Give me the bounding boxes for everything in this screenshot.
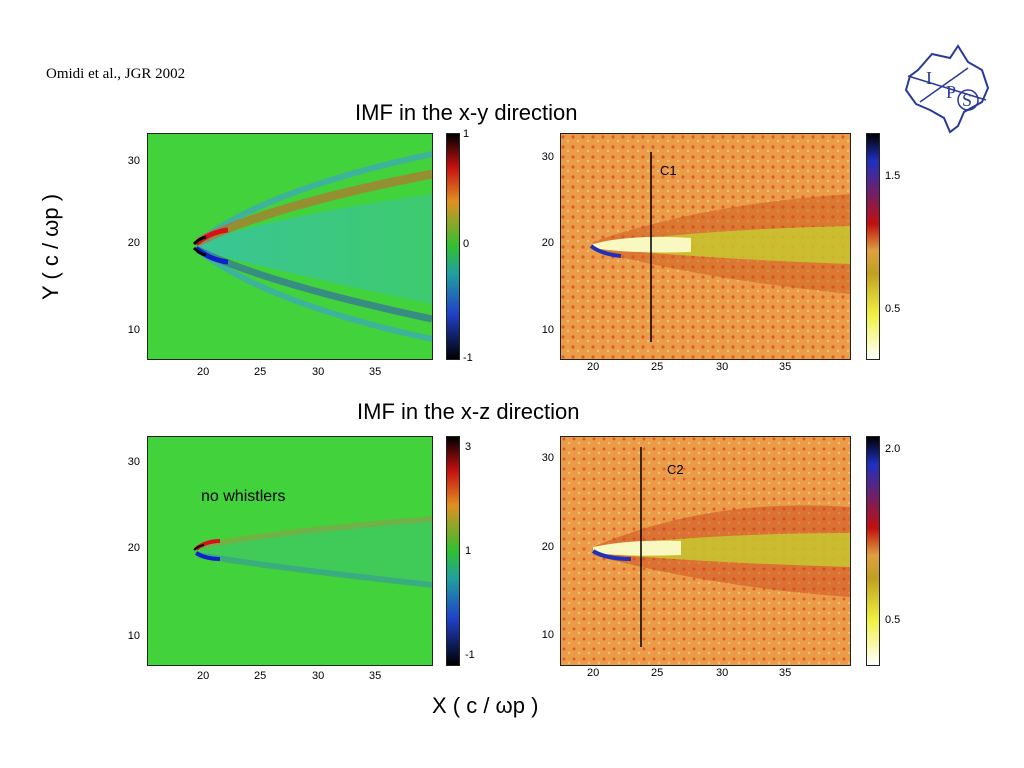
cut-label-c2: C2 <box>667 462 684 477</box>
ips-logo: I P S <box>904 44 990 134</box>
x-tick: 25 <box>254 366 267 378</box>
cbar-tick: 1.5 <box>885 170 901 182</box>
x-tick: 30 <box>312 670 325 682</box>
x-tick: 20 <box>587 361 600 373</box>
cbar-tick: 0.5 <box>885 303 901 315</box>
x-tick: 25 <box>651 361 664 373</box>
cbar-tick: 0 <box>463 238 470 250</box>
y-tick: 30 <box>541 452 554 464</box>
colorbar-density-xy <box>866 133 880 360</box>
cbar-tick: 1 <box>463 128 470 140</box>
y-axis-label: Y ( c / ωp ) <box>38 193 63 300</box>
plot-density-xy <box>560 133 851 360</box>
x-tick: 20 <box>197 670 210 682</box>
cbar-tick: -1 <box>465 649 475 661</box>
y-tick: 30 <box>127 155 140 167</box>
cbar-tick: 2.0 <box>885 443 901 455</box>
logo-letter-s: S <box>962 90 972 110</box>
y-tick: 10 <box>541 629 554 641</box>
y-tick: 10 <box>127 630 140 642</box>
citation: Omidi et al., JGR 2002 <box>46 66 186 82</box>
annotation-no-whistlers: no whistlers <box>201 488 286 505</box>
y-tick: 20 <box>541 237 554 249</box>
logo-letter-p: P <box>946 82 956 102</box>
y-tick: 10 <box>127 324 140 336</box>
x-tick: 25 <box>254 670 267 682</box>
y-tick: 30 <box>127 456 140 468</box>
cbar-tick: 1 <box>465 545 472 557</box>
row-title-xz: IMF in the x-z direction <box>357 399 580 424</box>
cbar-tick: 3 <box>465 441 472 453</box>
y-tick: 30 <box>541 151 554 163</box>
cbar-tick: 0.5 <box>885 614 901 626</box>
x-tick: 35 <box>779 361 792 373</box>
cbar-tick: -1 <box>463 352 473 364</box>
x-tick: 25 <box>651 667 664 679</box>
plot-density-xz <box>560 436 851 666</box>
colorbar-by-xz <box>446 436 460 666</box>
x-tick: 30 <box>716 667 729 679</box>
colorbar-density-xz <box>866 436 880 666</box>
x-tick: 35 <box>369 670 382 682</box>
y-tick: 10 <box>541 324 554 336</box>
x-tick: 20 <box>587 667 600 679</box>
logo-letter-i: I <box>926 68 932 88</box>
plot-by-xy <box>147 133 433 360</box>
x-tick: 20 <box>197 366 210 378</box>
colorbar-by-xy <box>446 133 460 360</box>
y-tick: 20 <box>127 237 140 249</box>
x-tick: 30 <box>716 361 729 373</box>
x-tick: 30 <box>312 366 325 378</box>
x-tick: 35 <box>779 667 792 679</box>
x-axis-label: X ( c / ωp ) <box>432 693 539 718</box>
row-title-xy: IMF in the x-y direction <box>355 100 578 125</box>
y-tick: 20 <box>127 542 140 554</box>
cut-label-c1: C1 <box>660 163 677 178</box>
plot-by-xz <box>147 436 433 666</box>
y-tick: 20 <box>541 541 554 553</box>
x-tick: 35 <box>369 366 382 378</box>
